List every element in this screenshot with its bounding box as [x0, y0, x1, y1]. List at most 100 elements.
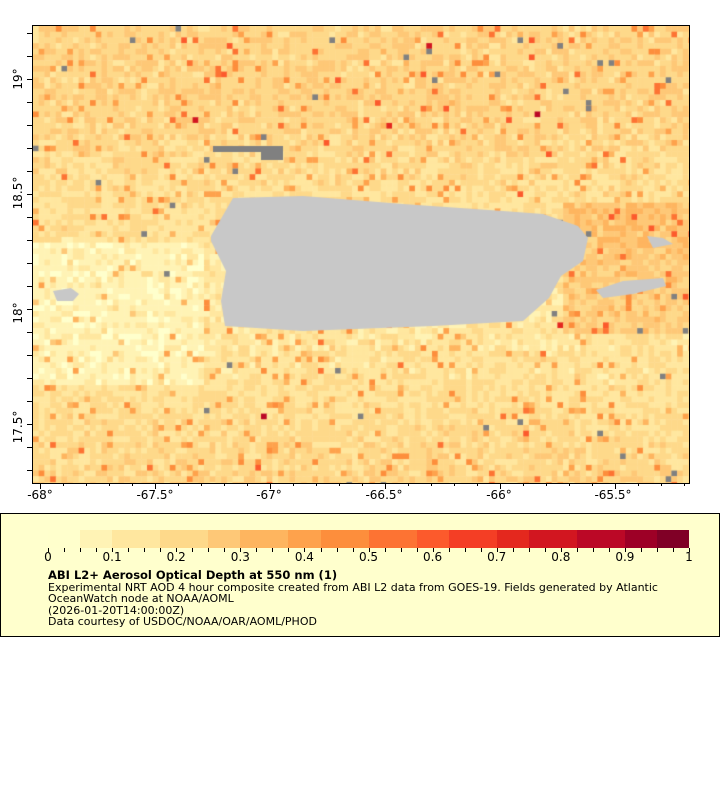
lat-tick-label: 19° — [11, 68, 25, 90]
colorbar-step — [464, 530, 481, 548]
lon-tick-label: -66° — [486, 488, 512, 502]
colorbar-step — [224, 530, 241, 548]
colorbar-tick — [689, 548, 691, 552]
lon-tick — [385, 483, 386, 489]
lon-tick — [109, 483, 110, 486]
colorbar-tick — [368, 548, 370, 552]
colorbar — [48, 530, 690, 548]
lon-tick-label: -68° — [27, 488, 53, 502]
legend-panel: 0 0.1 0.2 0.3 0.4 0.5 0.6 0.7 0.8 0.9 1 ABI L2+ Ae… — [0, 513, 720, 637]
lat-tick — [27, 217, 32, 218]
colorbar-label: 0.4 — [294, 550, 314, 564]
lon-tick — [293, 483, 294, 486]
lon-tick — [201, 483, 202, 486]
lon-tick — [454, 483, 455, 486]
lon-tick-label: -67.5° — [136, 488, 174, 502]
colorbar-step — [625, 530, 642, 548]
colorbar-step — [496, 530, 513, 548]
lon-tick — [178, 483, 179, 486]
lon-tick — [638, 483, 639, 486]
lat-tick — [27, 424, 32, 425]
colorbar-tick — [448, 548, 450, 552]
legend-time: (2026-01-20T14:00:00Z) — [48, 603, 185, 617]
colorbar-tick — [432, 548, 434, 552]
colorbar-label: 0.5 — [358, 550, 379, 564]
colorbar-tick — [400, 548, 402, 552]
lat-tick — [27, 378, 32, 379]
colorbar-tick — [512, 548, 514, 552]
colorbar-step — [400, 530, 417, 548]
lon-tick — [316, 483, 317, 486]
colorbar-step — [336, 530, 353, 548]
colorbar-step — [609, 530, 626, 548]
lat-tick — [27, 286, 32, 287]
lon-tick — [500, 483, 501, 489]
colorbar-tick — [320, 548, 322, 552]
lon-tick — [339, 483, 340, 486]
colorbar-label: 0.1 — [102, 550, 122, 564]
colorbar-tick — [625, 548, 627, 552]
lon-tick — [477, 483, 478, 486]
colorbar-label: 0.9 — [615, 550, 635, 564]
colorbar-tick — [48, 548, 49, 552]
lon-tick — [40, 483, 41, 489]
lon-tick — [546, 483, 547, 486]
colorbar-step — [96, 530, 113, 548]
lat-tick — [27, 240, 32, 241]
colorbar-tick — [256, 548, 258, 552]
legend-text: ABI L2+ Aerosol Optical Depth at 550 nm … — [48, 568, 698, 628]
lon-tick — [523, 483, 524, 486]
colorbar-label: 0.8 — [551, 550, 571, 564]
colorbar-tick — [144, 548, 146, 552]
lon-tick — [569, 483, 570, 486]
colorbar-tick — [336, 548, 338, 552]
colorbar-step — [128, 530, 145, 548]
colorbar-label: 0 — [44, 550, 52, 564]
lat-tick — [27, 401, 32, 402]
legend-title: ABI L2+ Aerosol Optical Depth at 550 nm … — [48, 568, 338, 582]
colorbar-step — [176, 530, 193, 548]
colorbar-step — [577, 530, 594, 548]
colorbar-step — [544, 530, 561, 548]
lat-tick — [27, 332, 32, 333]
lon-tick — [155, 483, 156, 489]
lat-tick — [27, 33, 32, 34]
colorbar-step — [80, 530, 97, 548]
colorbar-tick — [112, 548, 114, 552]
lon-tick-label: -67° — [256, 488, 282, 502]
colorbar-step — [416, 530, 433, 548]
colorbar-step — [272, 530, 289, 548]
lon-tick — [63, 483, 64, 486]
colorbar-step — [64, 530, 81, 548]
colorbar-tick — [609, 548, 611, 552]
colorbar-step — [304, 530, 321, 548]
colorbar-tick — [80, 548, 82, 552]
colorbar-step — [368, 530, 385, 548]
colorbar-label: 1 — [685, 550, 693, 564]
lon-tick — [431, 483, 432, 486]
colorbar-step — [384, 530, 401, 548]
lon-tick — [615, 483, 616, 489]
lon-tick — [132, 483, 133, 486]
colorbar-step — [160, 530, 177, 548]
colorbar-tick — [160, 548, 162, 552]
legend-credit: Data courtesy of USDOC/NOAA/OAR/AOML/PHO… — [48, 615, 317, 628]
colorbar-step — [112, 530, 129, 548]
colorbar-step — [48, 530, 65, 548]
colorbar-step — [512, 530, 529, 548]
colorbar-step — [352, 530, 369, 548]
colorbar-tick — [176, 548, 178, 552]
lat-tick — [27, 125, 32, 126]
lat-tick-label: 18.5° — [11, 176, 25, 210]
colorbar-tick — [192, 548, 194, 552]
colorbar-tick — [480, 548, 482, 552]
colorbar-tick — [528, 548, 530, 552]
lat-tick — [27, 194, 32, 195]
lon-tick-label: -66.5° — [365, 488, 403, 502]
colorbar-tick — [496, 548, 498, 552]
colorbar-tick — [641, 548, 643, 552]
colorbar-step — [256, 530, 273, 548]
lon-tick — [86, 483, 87, 486]
colorbar-label: 0.7 — [487, 550, 507, 564]
colorbar-step — [673, 530, 690, 548]
